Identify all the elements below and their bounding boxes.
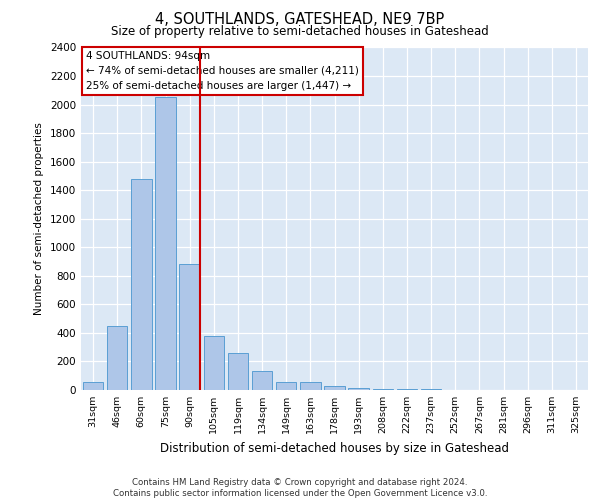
- Bar: [397, 388, 417, 390]
- Y-axis label: Number of semi-detached properties: Number of semi-detached properties: [34, 122, 44, 315]
- Bar: [179, 264, 200, 390]
- Text: 4, SOUTHLANDS, GATESHEAD, NE9 7BP: 4, SOUTHLANDS, GATESHEAD, NE9 7BP: [155, 12, 445, 28]
- Text: 4 SOUTHLANDS: 94sqm
← 74% of semi-detached houses are smaller (4,211)
25% of sem: 4 SOUTHLANDS: 94sqm ← 74% of semi-detach…: [86, 51, 359, 90]
- Bar: [227, 353, 248, 390]
- Bar: [373, 388, 393, 390]
- Bar: [83, 382, 103, 390]
- Bar: [349, 388, 369, 390]
- Bar: [276, 382, 296, 390]
- Text: Size of property relative to semi-detached houses in Gateshead: Size of property relative to semi-detach…: [111, 25, 489, 38]
- Bar: [107, 326, 127, 390]
- Bar: [300, 382, 320, 390]
- Bar: [155, 98, 176, 390]
- Bar: [252, 372, 272, 390]
- Bar: [131, 179, 152, 390]
- X-axis label: Distribution of semi-detached houses by size in Gateshead: Distribution of semi-detached houses by …: [160, 442, 509, 454]
- Bar: [203, 336, 224, 390]
- Bar: [324, 386, 345, 390]
- Text: Contains HM Land Registry data © Crown copyright and database right 2024.
Contai: Contains HM Land Registry data © Crown c…: [113, 478, 487, 498]
